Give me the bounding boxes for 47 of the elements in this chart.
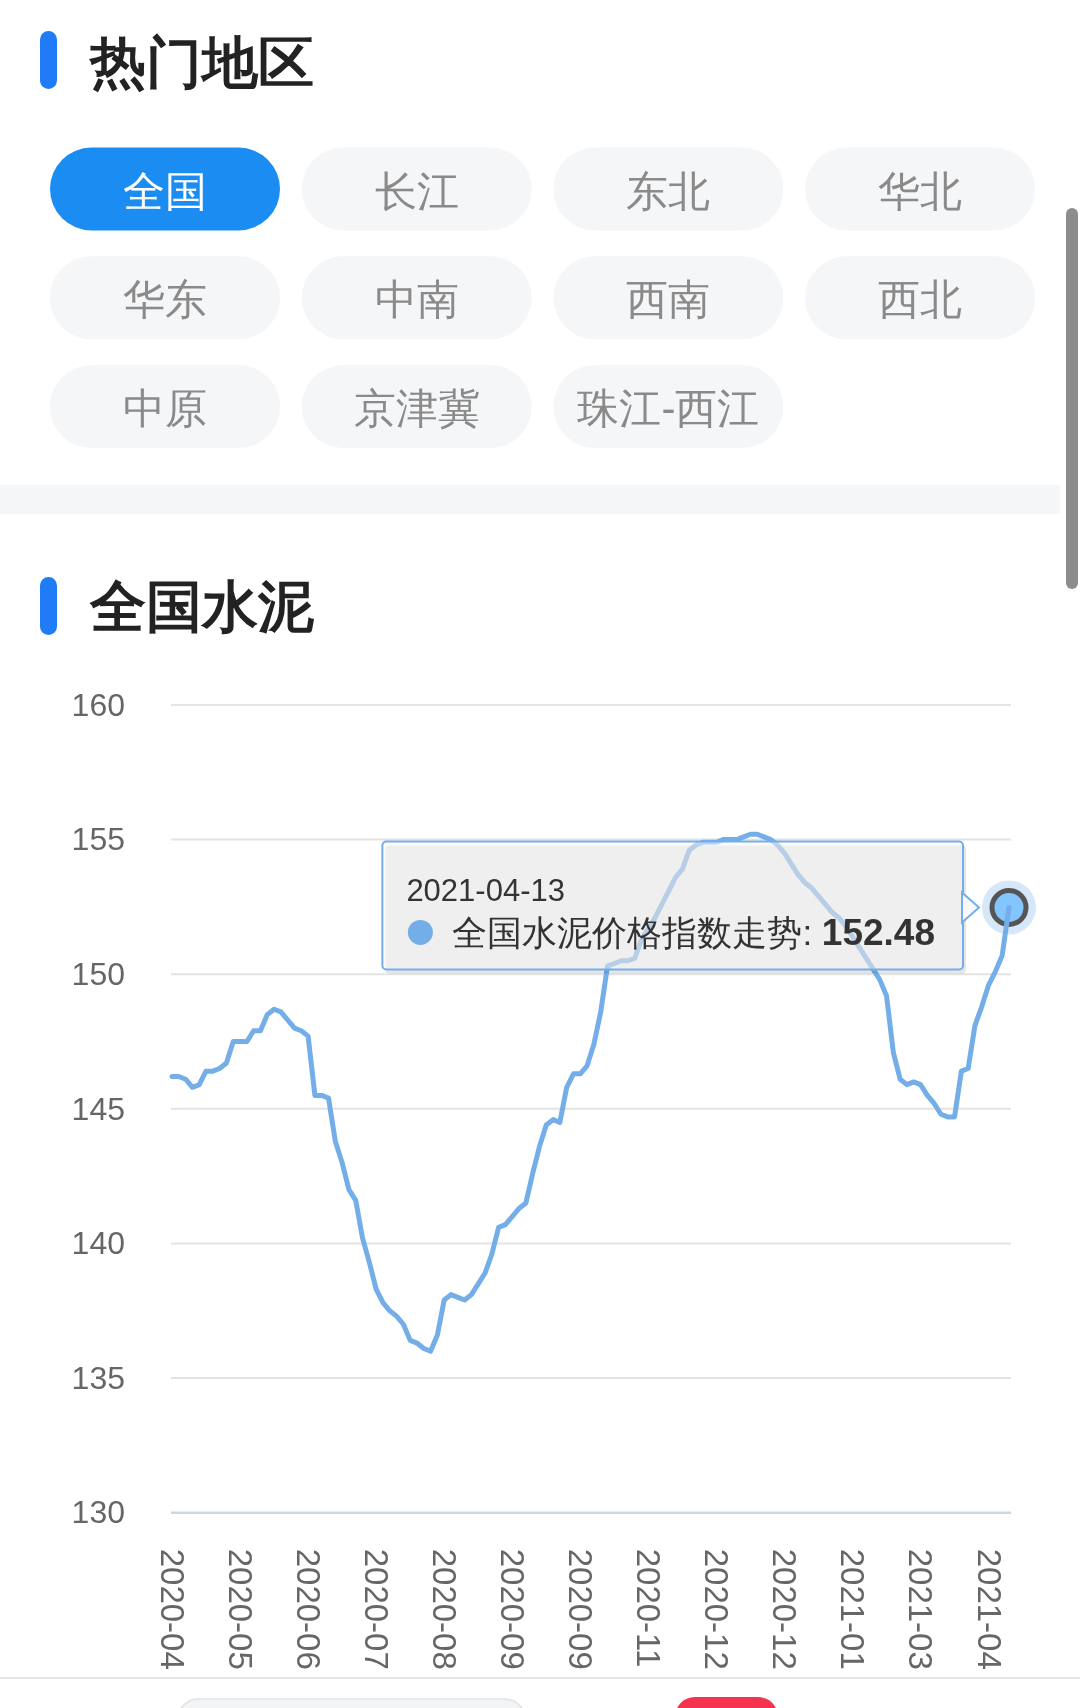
category-label: 西南 <box>626 275 711 323</box>
category-label: 长江 <box>374 167 459 214</box>
y-tick-label: 150 <box>71 955 125 992</box>
region-button[interactable]: 全国 <box>50 147 280 231</box>
x-tick-label: 2021-01 <box>834 1548 872 1670</box>
y-tick-label: 140 <box>71 1225 125 1262</box>
x-tick-label: 2020-06 <box>290 1548 328 1670</box>
region-button[interactable]: 京津冀 <box>301 365 532 449</box>
annotation: 2021-04-13 <box>406 873 565 909</box>
y-tick-label: 160 <box>71 686 125 723</box>
x-tick-label: 2020-04 <box>153 1548 191 1670</box>
region-button[interactable]: 长江 <box>301 147 532 231</box>
x-tick-label: 2021-03 <box>902 1548 940 1670</box>
category-label: 京津冀 <box>353 384 480 432</box>
text: 热门地区 <box>88 31 314 94</box>
category-label: 东北 <box>626 167 711 214</box>
y-tick-label: 145 <box>71 1090 125 1127</box>
x-tick-label: 2020-12 <box>698 1548 736 1670</box>
chart-title: 全国水泥 <box>89 575 315 638</box>
region-button[interactable]: 华东 <box>50 256 280 340</box>
category-label: 珠江-西江 <box>577 384 760 432</box>
x-tick-label: 2020-11 <box>630 1548 668 1668</box>
x-tick-label: 2021-04 <box>970 1548 1008 1670</box>
region-button[interactable]: 华北 <box>805 147 1036 231</box>
region-button[interactable]: 中原 <box>50 365 280 449</box>
region-button[interactable]: 珠江-西江 <box>553 365 784 449</box>
y-tick-label: 130 <box>71 1494 125 1531</box>
x-tick-label: 2020-05 <box>222 1548 259 1670</box>
tooltip: 2021-04-13 全国水泥价格指数走势: 152.48 <box>381 840 981 974</box>
region-button[interactable]: 西北 <box>805 256 1036 340</box>
annotation: 全国水泥价格指数走势: 152.48 <box>452 912 935 954</box>
category-label: 全国 <box>123 167 207 214</box>
x-tick-label: 2020-09 <box>562 1548 600 1670</box>
x-tick-label: 2020-07 <box>358 1548 396 1670</box>
category-label: 西北 <box>878 275 963 323</box>
category-label: 华北 <box>878 167 963 214</box>
category-label: 中南 <box>374 275 459 323</box>
region-button[interactable]: 西南 <box>553 256 784 340</box>
region-button[interactable]: 东北 <box>553 147 784 231</box>
region-button[interactable]: 中南 <box>301 256 532 340</box>
category-label: 华东 <box>123 275 207 323</box>
y-tick-label: 155 <box>71 821 125 858</box>
x-tick-label: 2020-08 <box>426 1548 464 1670</box>
y-tick-label: 135 <box>71 1359 125 1396</box>
category-label: 中原 <box>123 384 207 432</box>
x-tick-label: 2020-09 <box>494 1548 532 1670</box>
x-tick-label: 2020-12 <box>766 1548 804 1670</box>
